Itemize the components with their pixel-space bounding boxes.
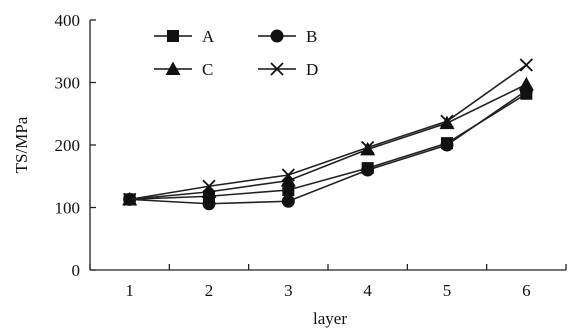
x-axis-title: layer [313,309,347,328]
data-point-d [202,179,216,193]
legend-marker-b [270,29,284,43]
legend-label-c: C [202,60,213,79]
data-point-b [361,163,375,177]
legend-label-a: A [202,27,215,46]
legend-marker-c [165,61,181,75]
series-group [122,58,534,211]
x-tick-label: 6 [522,281,531,300]
legend-marker-a [167,30,179,42]
y-tick-label: 200 [55,136,81,155]
series-d [123,58,533,207]
y-tick-label: 400 [55,11,81,30]
legend-item-a: A [154,27,215,46]
axes: 0 100 200 300 400 1 2 3 4 5 6 [55,11,567,300]
legend-marker-d [270,62,284,76]
series-a [123,87,533,206]
legend-item-c: C [154,60,213,79]
data-point-d [519,58,533,72]
legend-label-b: B [306,27,317,46]
data-point-c [201,184,217,198]
data-point-c [518,76,534,91]
series-line-b [129,89,527,205]
legend-item-d: D [258,60,318,79]
x-tick-label: 5 [443,281,452,300]
x-tick-label: 3 [284,281,293,300]
legend-label-d: D [306,60,318,79]
series-line-c [129,83,527,201]
data-point-d [440,114,454,128]
data-point-b [440,138,454,152]
data-point-d [281,168,295,182]
legend: A B C D [154,27,318,79]
data-point-d [123,192,137,207]
x-tick-label: 4 [363,281,372,300]
x-tick-label: 2 [205,281,214,300]
data-point-b [281,194,295,208]
series-line-d [129,64,527,201]
y-tick-label: 0 [72,261,81,280]
y-axis-title: TS/MPa [12,116,31,173]
legend-item-b: B [258,27,317,46]
series-line-a [129,93,527,201]
data-point-c [280,173,296,187]
y-tick-label: 100 [55,199,81,218]
x-tick-label: 1 [125,281,134,300]
data-point-b [202,197,216,211]
data-point-d [361,140,375,155]
y-tick-label: 300 [55,74,81,93]
data-point-a [282,184,295,196]
